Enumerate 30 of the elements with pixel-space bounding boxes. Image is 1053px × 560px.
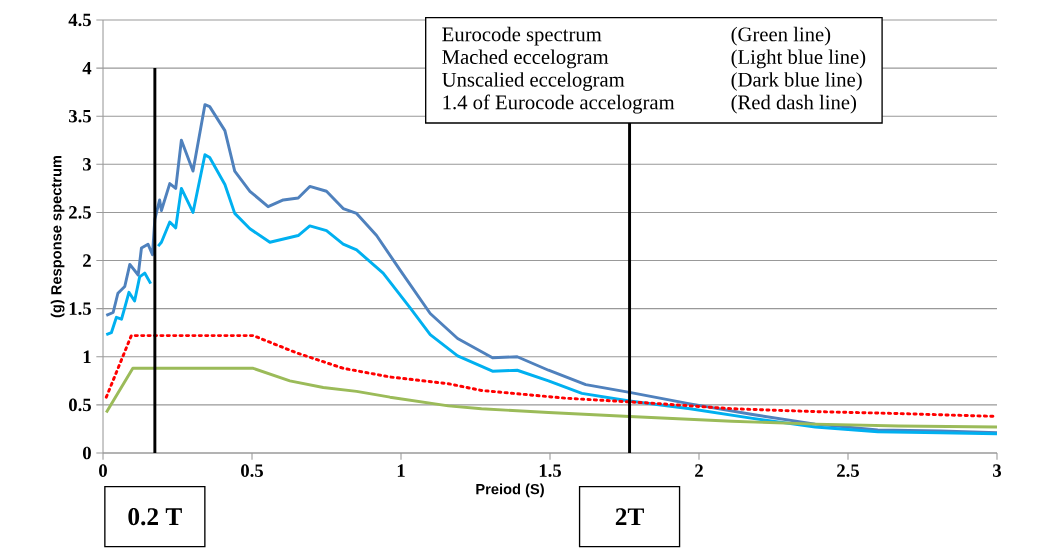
y-tick-label: 0.5 (69, 398, 91, 412)
y-tick-label: 0 (83, 446, 91, 460)
x-tick-label: 0 (99, 464, 107, 477)
y-tick-label: 4 (82, 61, 92, 75)
annotation: (Red dash line) (731, 94, 857, 114)
annotation: Unscalied eccelogram (442, 72, 625, 91)
x-tick-label: 1 (397, 464, 405, 477)
line-series (104, 366, 999, 429)
ref-line-label: 0.2 T (128, 508, 182, 526)
y-tick-label: 2.5 (69, 206, 91, 219)
annotation: (Light blue line) (731, 49, 866, 69)
x-tick-label: 2.5 (837, 464, 859, 477)
x-tick-label: 2 (695, 464, 703, 477)
y-tick-label: 1 (83, 350, 91, 363)
annotation: Eurocode spectrum (442, 26, 602, 46)
y-tick-label: 2 (83, 254, 91, 267)
y-tick-label: 3.5 (69, 109, 91, 123)
annotation: (Dark blue line) (731, 72, 862, 91)
annotation: (Green line) (731, 26, 831, 46)
y-tick-label: 4.5 (68, 13, 91, 27)
x-tick-label: 0.5 (241, 464, 263, 478)
annotation: Mached eccelogram (442, 49, 609, 69)
annotation: 1.4 of Eurocode accelogram (443, 94, 675, 114)
y-tick-label: 3 (83, 158, 91, 171)
y-tick-label: 1.5 (69, 302, 91, 315)
y-axis-title: (g) Response spectrum (50, 155, 65, 318)
x-tick-label: 1.5 (539, 464, 561, 477)
ref-line-label: 2T (615, 508, 644, 526)
x-tick-label: 3 (993, 464, 1002, 477)
x-axis-title: Preiod (S) (476, 483, 544, 498)
